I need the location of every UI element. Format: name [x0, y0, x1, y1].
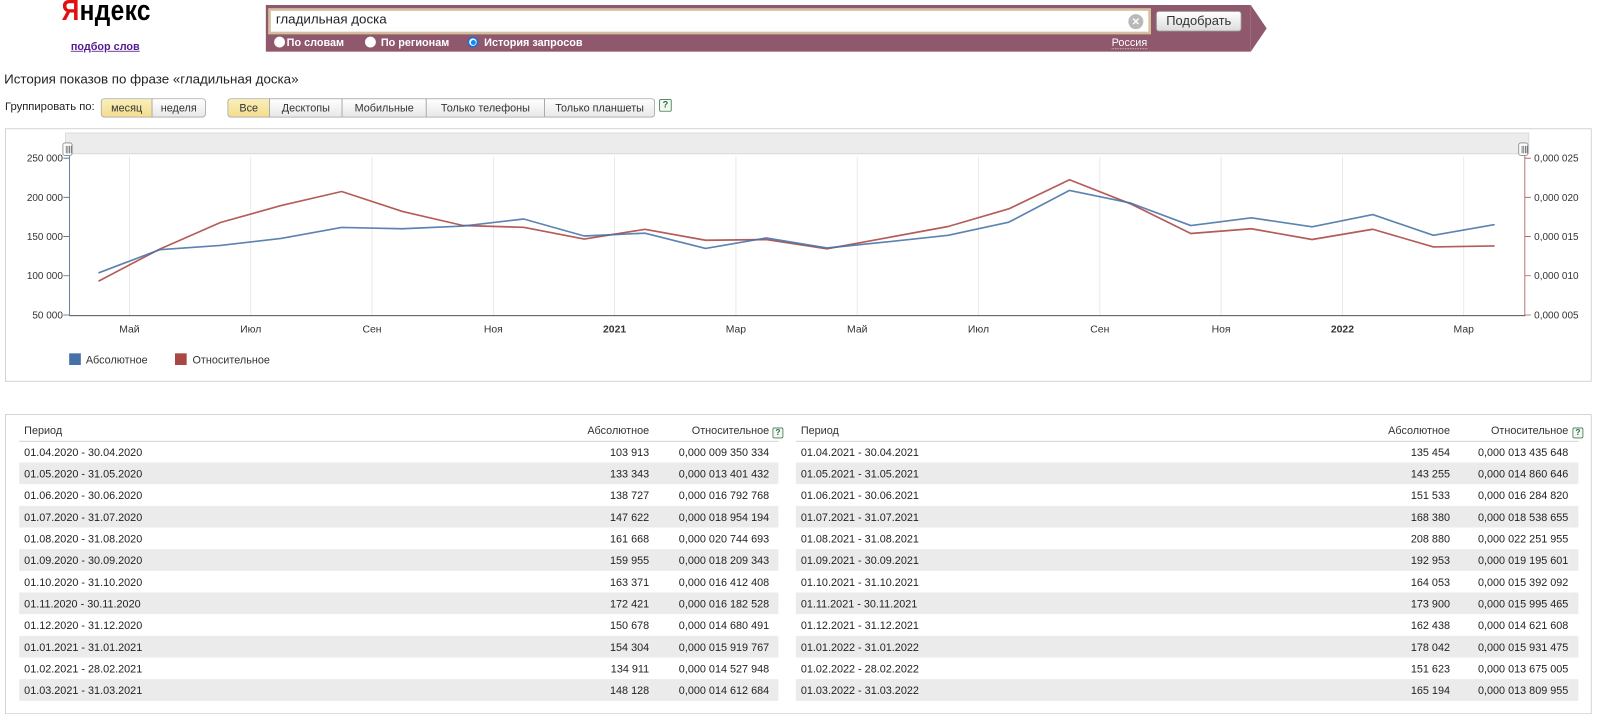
- svg-text:Июл: Июл: [968, 324, 989, 335]
- svg-text:100 000: 100 000: [27, 271, 64, 282]
- svg-text:150 000: 150 000: [27, 232, 64, 243]
- svg-text:50 000: 50 000: [32, 310, 63, 321]
- svg-text:Сен: Сен: [1090, 324, 1109, 335]
- svg-text:0,000 015: 0,000 015: [1534, 232, 1579, 243]
- svg-text:250 000: 250 000: [27, 154, 64, 165]
- svg-text:Мар: Мар: [726, 324, 747, 335]
- svg-text:0,000 025: 0,000 025: [1534, 154, 1579, 165]
- svg-text:Май: Май: [119, 324, 140, 335]
- svg-text:2021: 2021: [603, 324, 626, 335]
- svg-text:2022: 2022: [1331, 324, 1354, 335]
- svg-text:Ноя: Ноя: [484, 324, 503, 335]
- svg-text:0,000 010: 0,000 010: [1534, 271, 1579, 282]
- svg-text:0,000 020: 0,000 020: [1534, 193, 1579, 204]
- svg-text:0,000 005: 0,000 005: [1534, 310, 1579, 321]
- svg-text:Ноя: Ноя: [1212, 324, 1231, 335]
- svg-text:Июл: Июл: [240, 324, 261, 335]
- svg-text:Май: Май: [847, 324, 868, 335]
- svg-text:Сен: Сен: [362, 324, 381, 335]
- svg-text:Мар: Мар: [1454, 324, 1475, 335]
- svg-text:200 000: 200 000: [27, 193, 64, 204]
